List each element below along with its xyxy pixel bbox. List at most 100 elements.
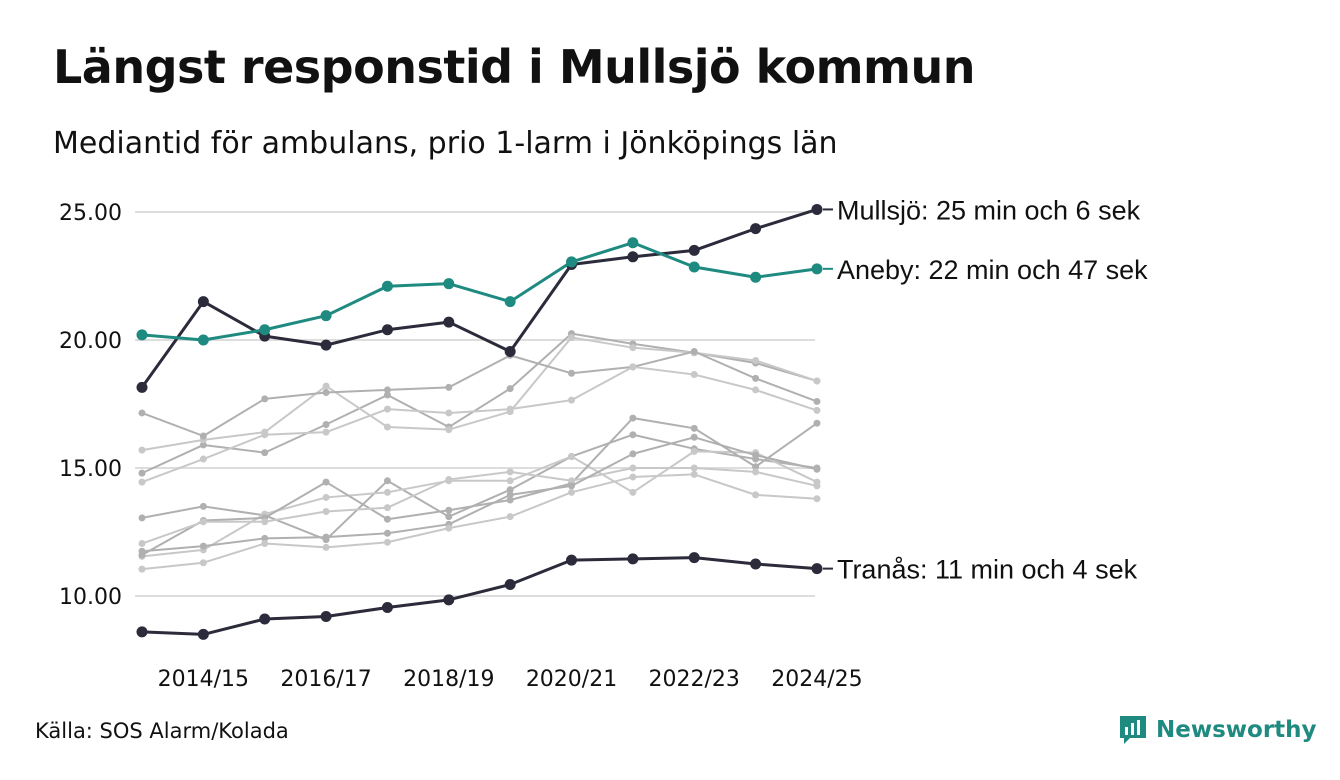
series-line [141, 365, 818, 484]
series-line [141, 336, 818, 452]
data-point [199, 559, 207, 567]
data-point [627, 237, 639, 249]
data-point [136, 381, 148, 393]
data-point [381, 602, 393, 614]
data-point [568, 396, 576, 404]
background-series-line [138, 431, 821, 544]
data-point [136, 626, 148, 638]
series-line [141, 450, 818, 558]
data-point [506, 513, 514, 521]
data-point [690, 424, 698, 432]
data-point [136, 329, 148, 341]
data-point [445, 506, 453, 514]
background-series-line [138, 470, 821, 573]
data-point [138, 565, 146, 573]
data-point [197, 296, 209, 308]
data-point [752, 356, 760, 364]
data-point [383, 477, 391, 485]
data-point [199, 502, 207, 510]
data-point [445, 426, 453, 434]
y-tick-label: 10.00 [59, 585, 122, 610]
line-chart: 10.00 15.00 20.00 25.00 2014/15 2016/17 2018/… [59, 195, 1148, 692]
data-point [813, 465, 821, 473]
y-tick-label: 15.00 [59, 457, 122, 482]
data-point [504, 346, 516, 358]
data-point [138, 409, 146, 417]
data-point [138, 540, 146, 548]
data-point [322, 428, 330, 436]
data-point [261, 395, 269, 403]
data-point [813, 482, 821, 490]
data-point [138, 469, 146, 477]
data-point [690, 433, 698, 441]
data-point [261, 534, 269, 542]
data-point [322, 420, 330, 428]
data-point [752, 463, 760, 471]
data-point [568, 369, 576, 377]
data-point [811, 563, 823, 575]
background-series-line [138, 464, 821, 548]
background-series-line [138, 330, 821, 477]
data-point [690, 348, 698, 356]
data-point [629, 431, 637, 439]
data-point [322, 382, 330, 390]
data-point [383, 504, 391, 512]
data-point [750, 558, 762, 570]
x-tick-label: 2024/25 [771, 667, 862, 692]
data-point [138, 478, 146, 486]
data-point [443, 316, 455, 328]
data-point [261, 449, 269, 457]
data-point [320, 610, 332, 622]
data-point [138, 547, 146, 555]
series-line [141, 467, 818, 545]
series-end-label: Tranås: 11 min och 4 sek [837, 555, 1138, 585]
x-tick-label: 2018/19 [403, 667, 494, 692]
data-point [688, 552, 700, 564]
chart-title: Längst responstid i Mullsjö kommun [53, 40, 975, 94]
data-point [261, 431, 269, 439]
data-point [629, 488, 637, 496]
brand-logo[interactable]: Newsworthy [1118, 714, 1317, 746]
highlight-series-aneby [136, 237, 823, 346]
data-point [381, 324, 393, 336]
data-point [688, 261, 700, 273]
data-point [504, 578, 516, 590]
data-point [752, 386, 760, 394]
data-point [568, 482, 576, 490]
data-point [199, 441, 207, 449]
data-point [383, 405, 391, 413]
data-point [506, 385, 514, 393]
series-line [141, 350, 818, 437]
data-point [752, 468, 760, 476]
data-point [199, 455, 207, 463]
data-point [445, 409, 453, 417]
data-point [629, 363, 637, 371]
end-labels: Mullsjö: 25 min och 6 sek Aneby: 22 min o… [822, 195, 1148, 585]
data-point [506, 405, 514, 413]
background-series-line [138, 348, 821, 440]
data-point [199, 542, 207, 550]
data-point [629, 414, 637, 422]
data-point [566, 256, 578, 268]
data-point [690, 470, 698, 478]
data-point [752, 451, 760, 459]
data-point [199, 518, 207, 526]
data-point [322, 493, 330, 501]
data-point [629, 344, 637, 352]
highlight-series-mullsjö [136, 203, 823, 393]
data-point [383, 488, 391, 496]
data-point [445, 383, 453, 391]
data-point [322, 533, 330, 541]
data-point [690, 371, 698, 379]
data-point [383, 515, 391, 523]
data-point [629, 464, 637, 472]
data-point [197, 628, 209, 640]
data-point [138, 446, 146, 454]
data-point [199, 432, 207, 440]
data-point [261, 518, 269, 526]
x-tick-label: 2020/21 [526, 667, 617, 692]
data-point [261, 540, 269, 548]
data-point [197, 334, 209, 346]
series-line [141, 241, 818, 342]
data-point [322, 478, 330, 486]
